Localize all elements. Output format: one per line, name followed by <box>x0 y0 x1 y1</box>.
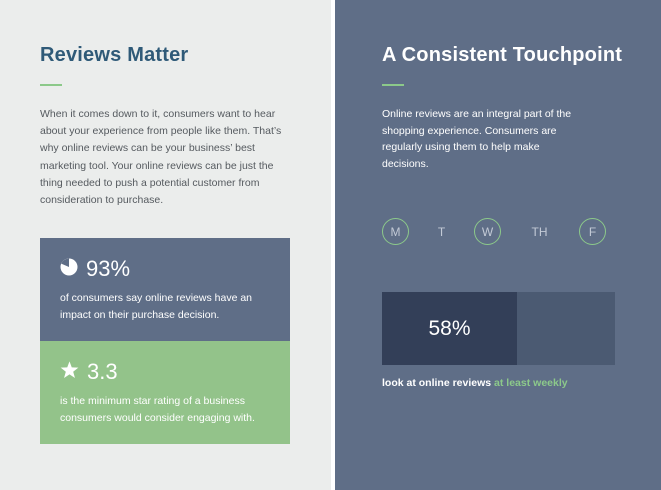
caption-highlight-text: at least weekly <box>494 377 568 389</box>
reviews-matter-title: Reviews Matter <box>40 44 189 66</box>
consistent-touchpoint-title: A Consistent Touchpoint <box>382 44 623 66</box>
caption-main-text: look at online reviews <box>382 377 492 389</box>
stat-description: is the minimum star rating of a business… <box>60 395 255 424</box>
day-wednesday: W <box>474 218 501 245</box>
weekly-usage-caption: look at online reviews at least weekly <box>382 377 568 389</box>
weekly-usage-bar: 58% <box>382 292 615 365</box>
title-accent-line <box>40 84 62 86</box>
weekly-usage-percentage: 58% <box>428 316 471 340</box>
stat-value: 93% <box>86 256 131 281</box>
reviews-matter-body: When it comes down to it, consumers want… <box>40 108 282 207</box>
day-monday: M <box>382 218 409 245</box>
star-icon <box>60 360 79 384</box>
stat-value: 3.3 <box>87 359 118 384</box>
stat-description: of consumers say online reviews have an … <box>60 292 253 321</box>
day-tuesday: T <box>437 224 446 239</box>
right-panel: A Consistent Touchpoint Online reviews a… <box>335 0 661 490</box>
stat-card-star-rating: 3.3 is the minimum star rating of a busi… <box>40 341 290 444</box>
stat-header: 93% <box>60 256 130 282</box>
consistent-touchpoint-body: Online reviews are an integral part of t… <box>382 108 572 170</box>
stat-header: 3.3 <box>60 359 118 385</box>
pie-chart-icon <box>60 258 78 281</box>
day-thursday: TH <box>531 224 548 239</box>
weekly-usage-bar-fill <box>382 292 517 365</box>
title-accent-line <box>382 84 404 86</box>
stat-card-purchase-impact: 93% of consumers say online reviews have… <box>40 238 290 341</box>
day-friday: F <box>579 218 606 245</box>
weekday-row: M T W TH F <box>382 218 614 248</box>
left-panel: Reviews Matter When it comes down to it,… <box>0 0 331 490</box>
